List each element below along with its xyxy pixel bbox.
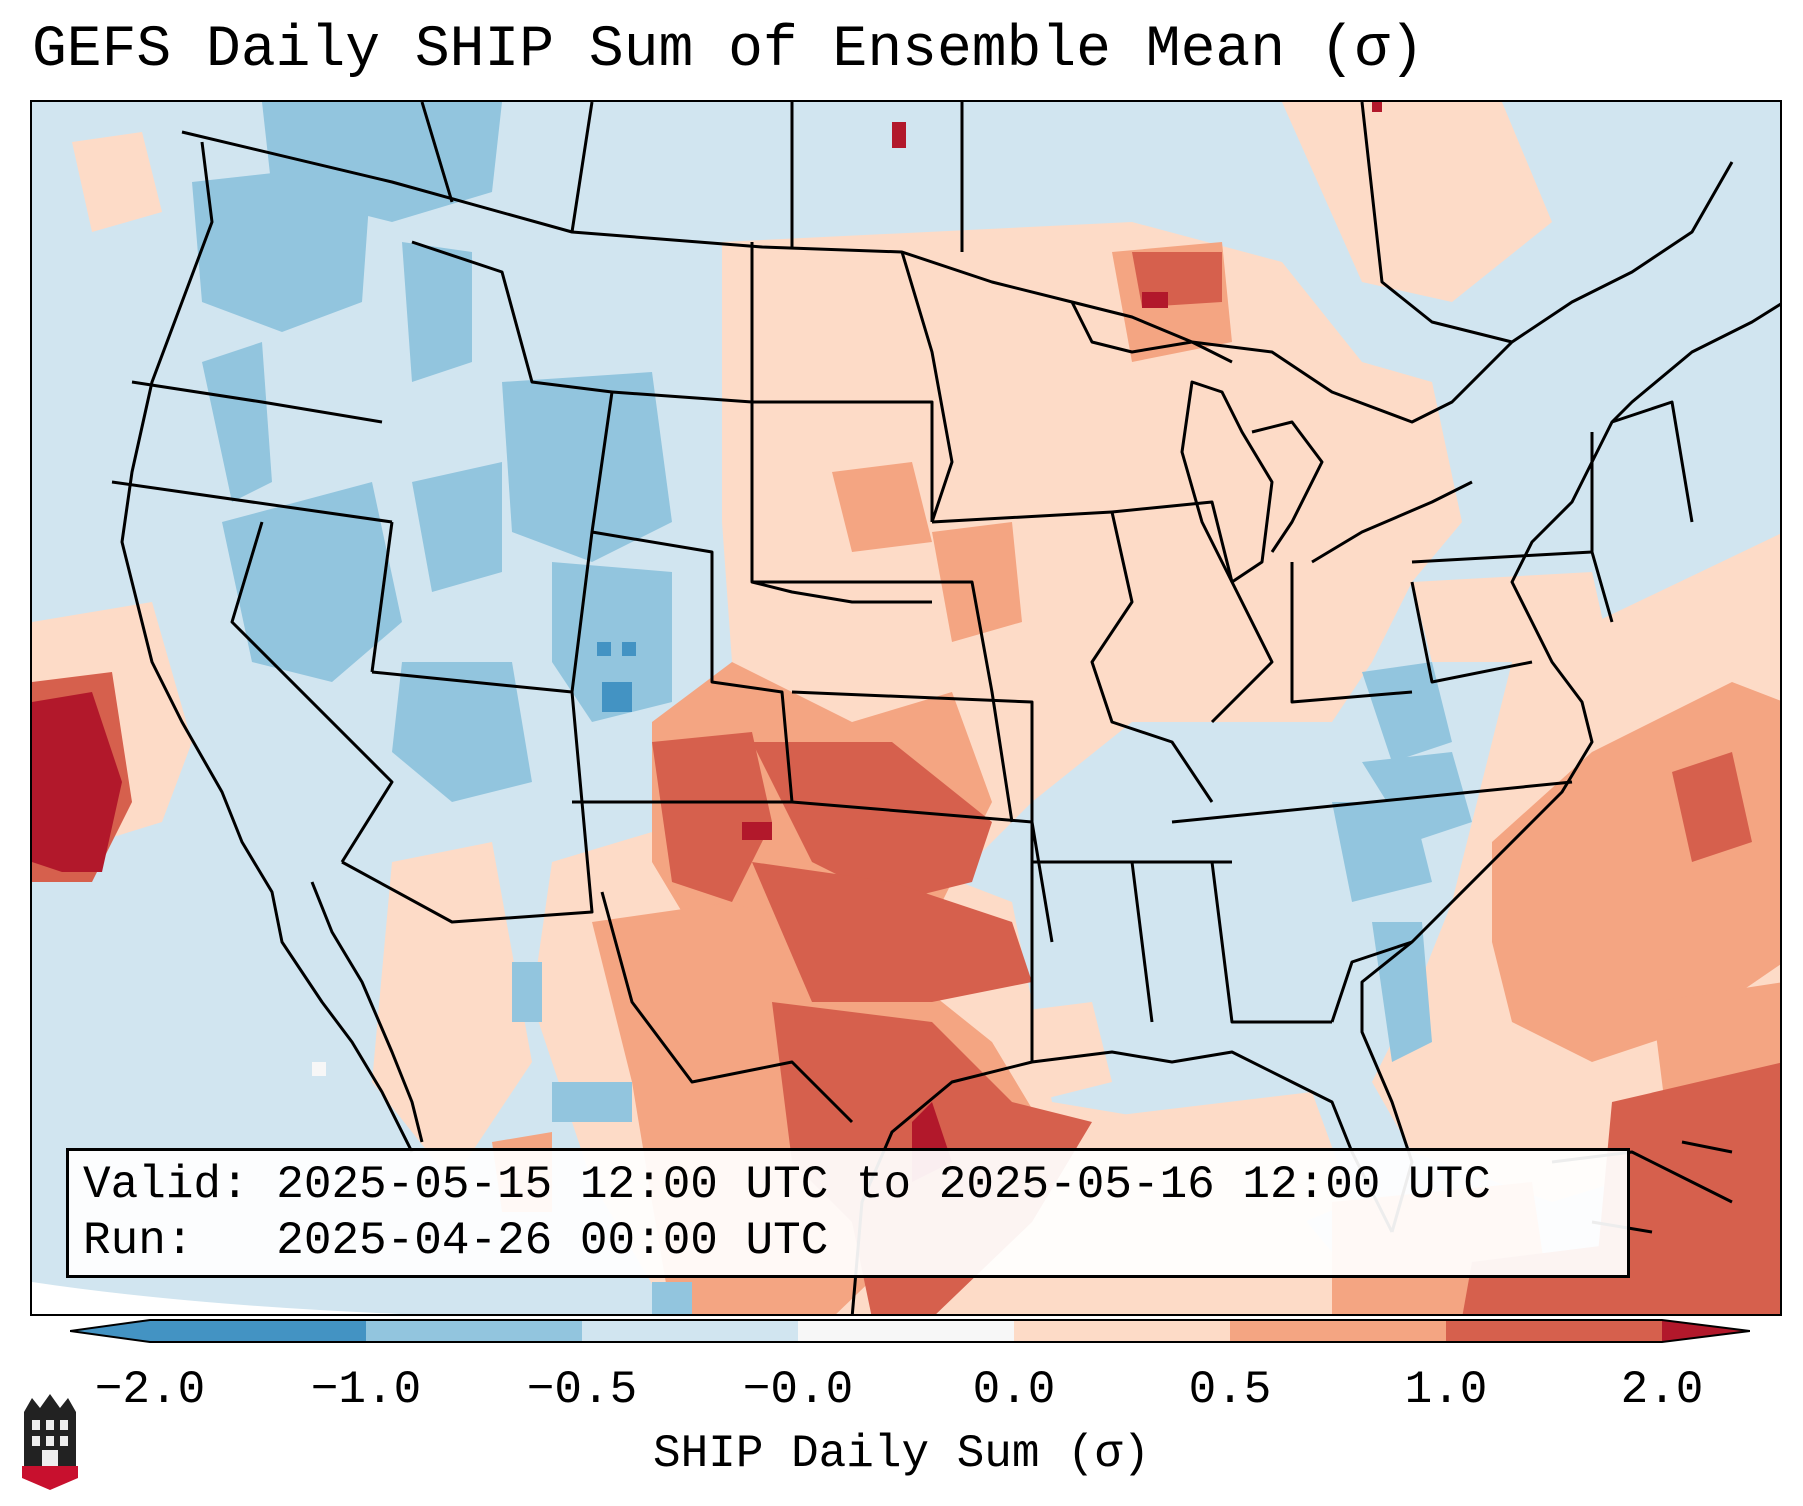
niu-logo — [22, 1394, 78, 1490]
colorbar-tick-label: 1.0 — [1404, 1364, 1488, 1416]
map-panel — [30, 100, 1782, 1316]
anomaly-strong-negative — [597, 642, 636, 712]
colorbar-bin-3 — [582, 1320, 798, 1342]
valid-time-line: Valid: 2025-05-15 12:00 UTC to 2025-05-1… — [83, 1159, 1491, 1211]
map-title: GEFS Daily SHIP Sum of Ensemble Mean (σ) — [32, 18, 1425, 83]
colorbar-bin-7 — [1446, 1320, 1662, 1342]
colorbar-bin-6 — [1230, 1320, 1446, 1342]
colorbar-extend-high — [1662, 1320, 1750, 1342]
colorbar-bin-1 — [150, 1320, 366, 1342]
colorbar — [70, 1319, 1750, 1343]
colorbar-tick-label: 2.0 — [1620, 1364, 1704, 1416]
colorbar-tick-label: 0.0 — [972, 1364, 1056, 1416]
info-box: Valid: 2025-05-15 12:00 UTC to 2025-05-1… — [66, 1148, 1630, 1278]
colorbar-bin-4 — [798, 1320, 1014, 1342]
colorbar-tick-label: −1.0 — [310, 1364, 422, 1416]
colorbar-extend-low — [70, 1320, 150, 1342]
map-canvas — [32, 102, 1780, 1314]
anomaly-moderate-negative — [192, 102, 1472, 1314]
colorbar-bin-5 — [1014, 1320, 1230, 1342]
colorbar-tick-label: −0.0 — [742, 1364, 854, 1416]
colorbar-tick-label: 0.5 — [1188, 1364, 1272, 1416]
colorbar-tick-label: −0.5 — [526, 1364, 638, 1416]
colorbar-label: SHIP Daily Sum (σ) — [653, 1428, 1150, 1480]
colorbar-tick-label: −2.0 — [94, 1364, 206, 1416]
run-time-line: Run: 2025-04-26 00:00 UTC — [83, 1215, 829, 1267]
political-boundaries — [111, 102, 1780, 1314]
colorbar-bin-2 — [366, 1320, 582, 1342]
